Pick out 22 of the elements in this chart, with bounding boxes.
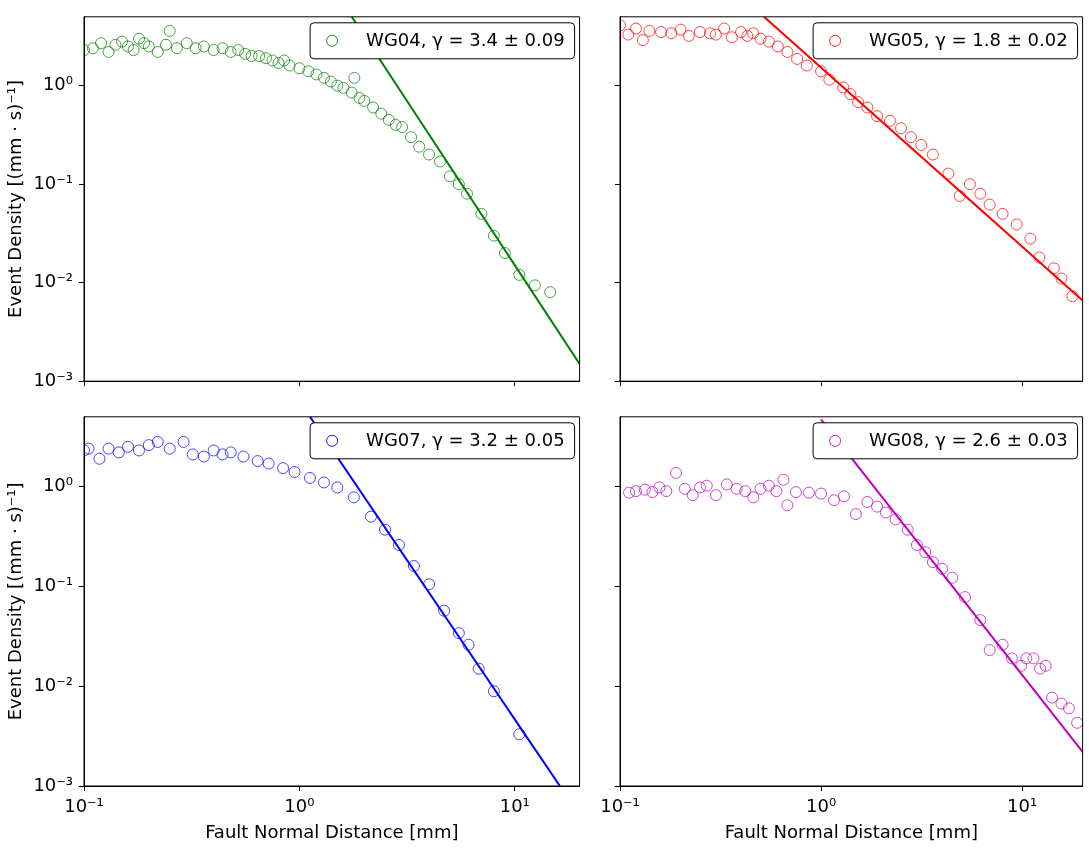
y-tick-label: 10⁻³ [33,368,73,390]
x-tick-label: 10⁻¹ [64,795,104,817]
y-tick-label: 10⁻¹ [33,171,73,193]
y-tick-label: 10⁰ [42,73,73,95]
x-tick-label: 10¹ [1007,795,1038,817]
legend-label: WG05, γ = 1.8 ± 0.02 [869,29,1068,51]
y-axis-title: Event Density [(mm · s)⁻¹] [4,482,26,721]
x-axis-title: Fault Normal Distance [mm] [724,820,978,842]
x-tick-label: 10⁰ [284,795,315,817]
y-tick-label: 10⁰ [42,474,73,496]
x-axis-title: Fault Normal Distance [mm] [205,820,459,842]
y-tick-label: 10⁻¹ [33,574,73,596]
legend-label: WG04, γ = 3.4 ± 0.09 [366,29,565,51]
y-tick-label: 10⁻² [33,673,73,695]
y-tick-label: 10⁻² [33,270,73,292]
legend-label: WG07, γ = 3.2 ± 0.05 [366,429,565,451]
legend-label: WG08, γ = 2.6 ± 0.03 [869,429,1068,451]
x-tick-label: 10¹ [499,795,530,817]
x-tick-label: 10⁰ [805,795,837,817]
x-tick-label: 10⁻¹ [600,795,640,817]
y-axis-title: Event Density [(mm · s)⁻¹] [4,80,26,318]
y-tick-label: 10⁻³ [33,773,73,795]
